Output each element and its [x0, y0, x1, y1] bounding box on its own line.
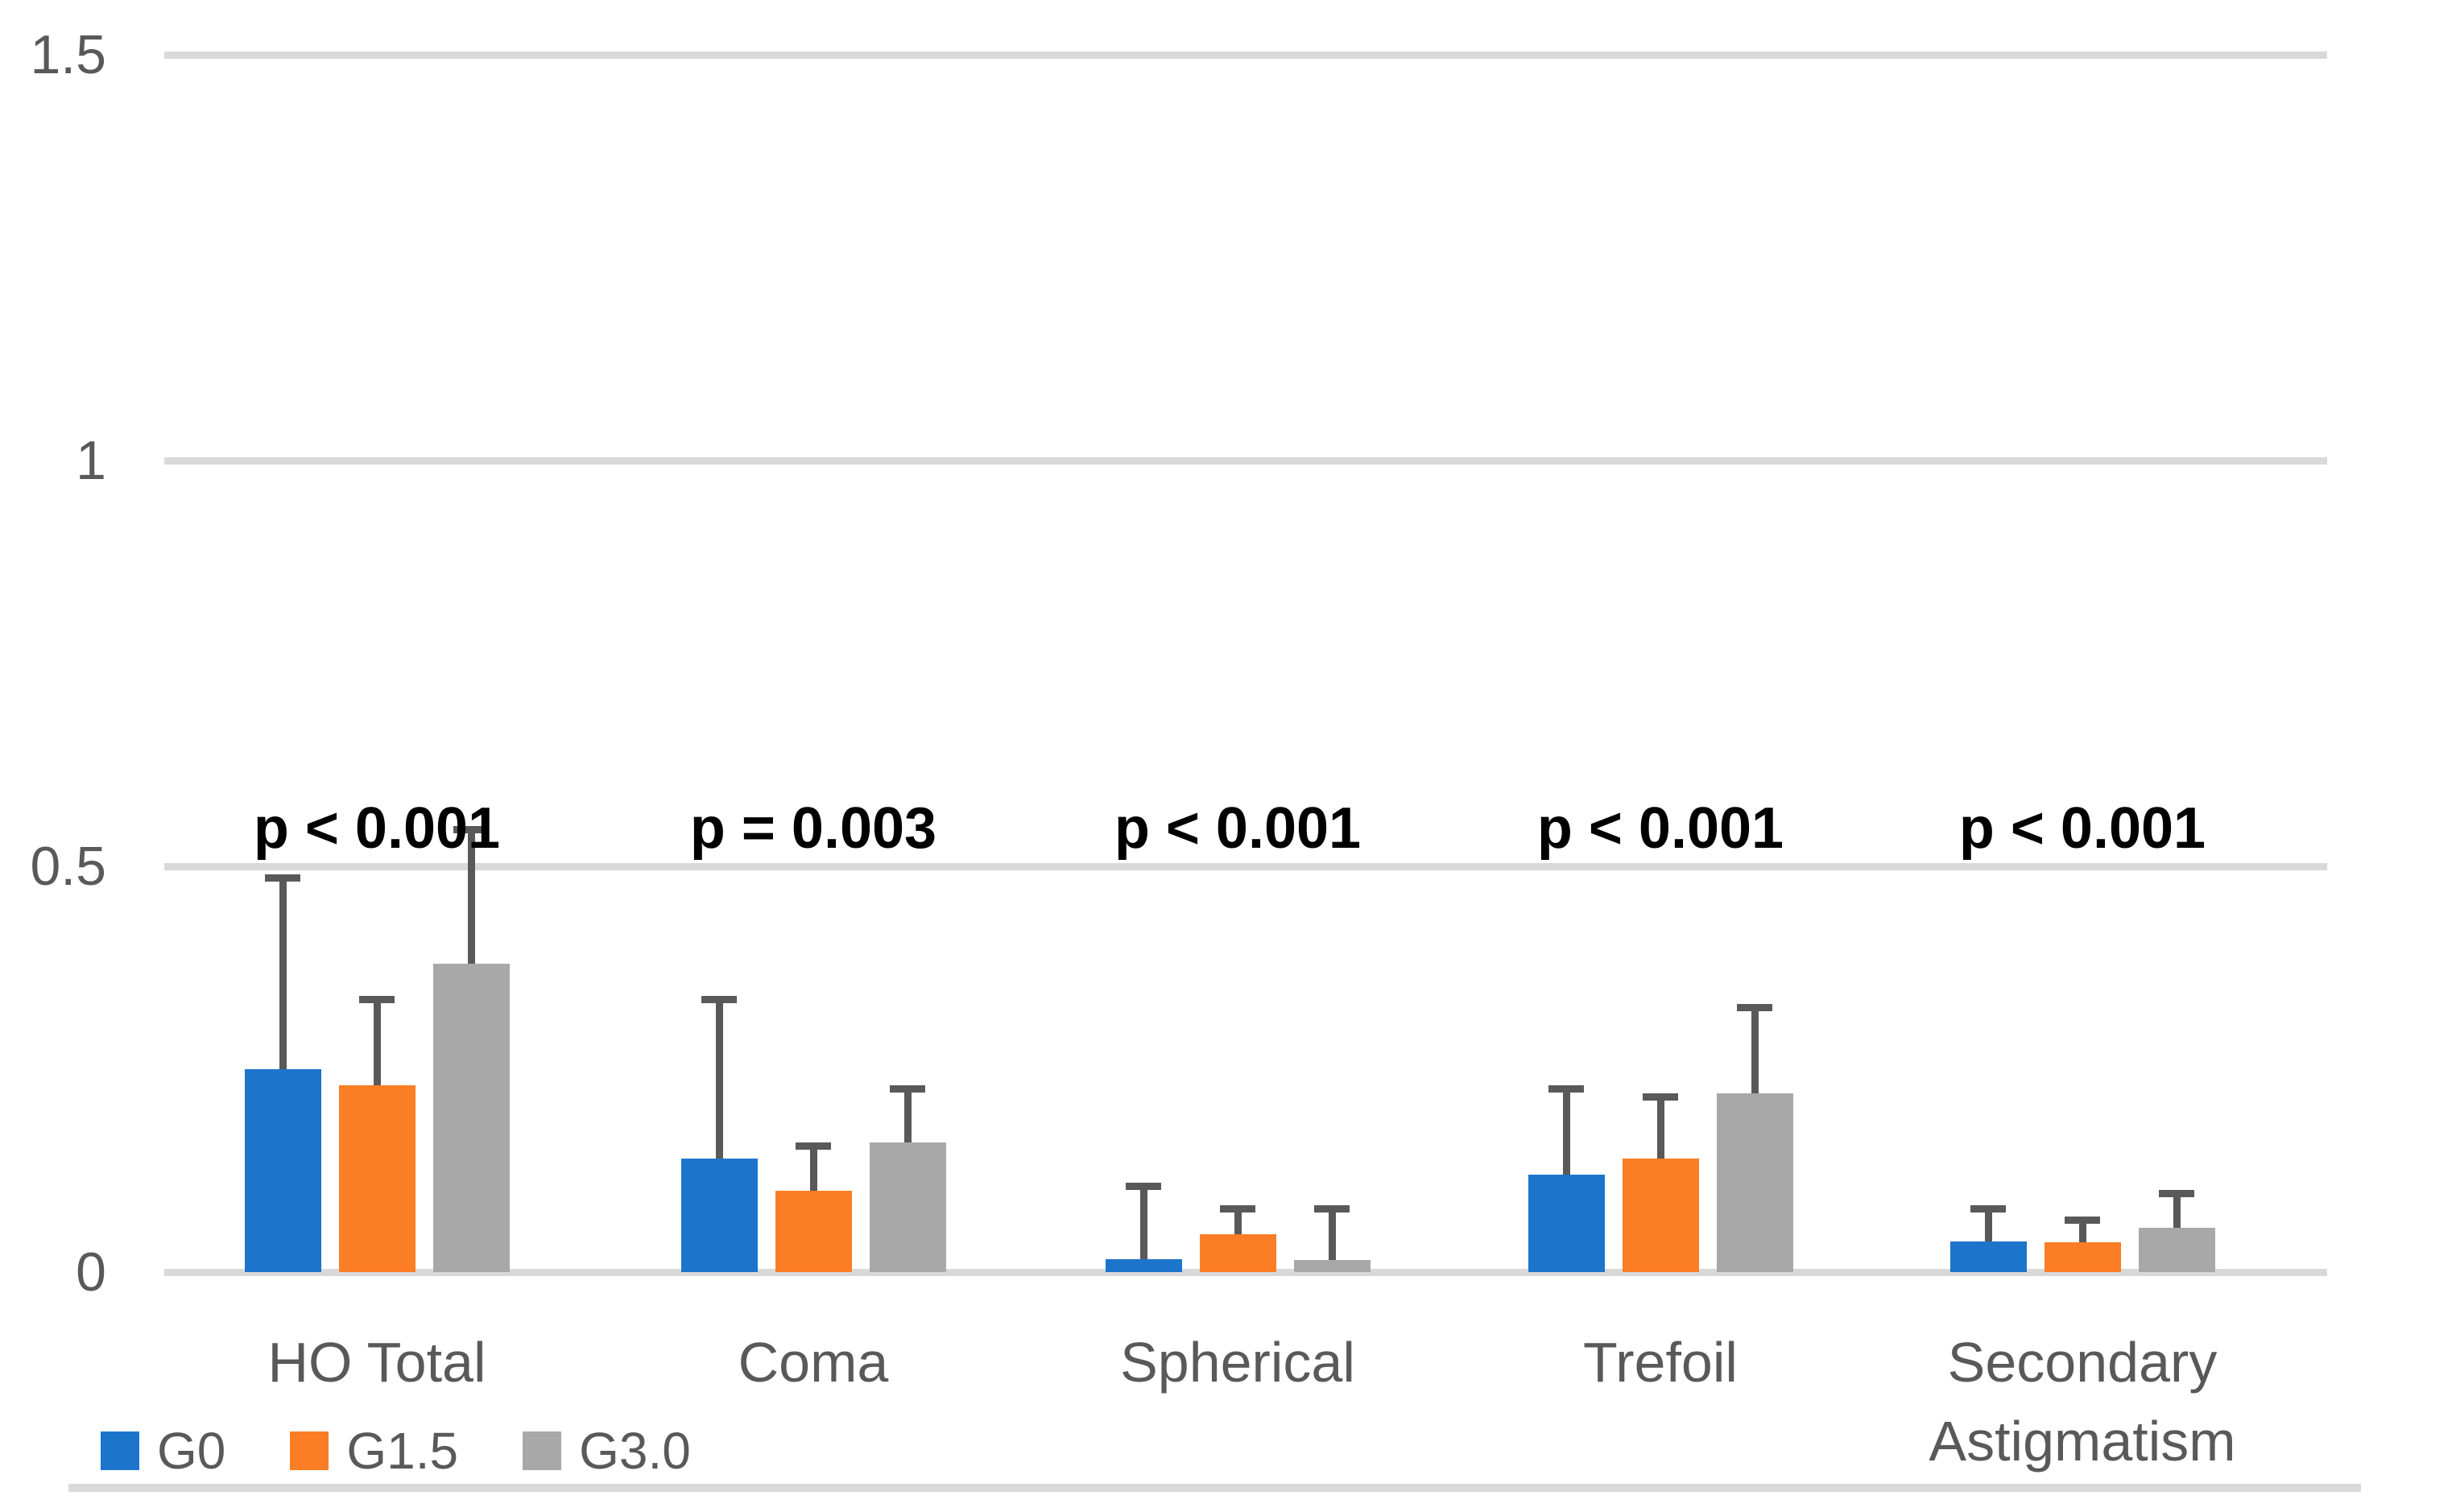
error-bar-cap	[701, 996, 737, 1004]
p-value-label: p < 0.001	[1114, 796, 1362, 861]
chart-bottom-border	[68, 1484, 2361, 1492]
error-bar-cap	[1126, 1183, 1161, 1191]
bar-G1.5-4	[2044, 1241, 2121, 1272]
error-bar-line	[467, 825, 475, 964]
legend-swatch-icon	[523, 1431, 562, 1470]
legend-swatch-icon	[101, 1431, 139, 1470]
legend-item-G1.5: G1.5	[290, 1422, 459, 1480]
error-bar-cap	[1643, 1093, 1678, 1101]
error-bar-line	[1656, 1093, 1664, 1159]
legend-label: G1.5	[346, 1422, 459, 1480]
y-tick-label: 1	[76, 430, 106, 491]
error-bar-cap	[1220, 1205, 1255, 1213]
bar-G1.5-1	[775, 1191, 852, 1272]
error-bar-line	[715, 996, 723, 1159]
gridline	[164, 52, 2327, 59]
p-value-label: p = 0.003	[689, 796, 937, 861]
error-bar-line	[2173, 1190, 2181, 1228]
error-bar-cap	[453, 825, 489, 833]
bar-G1.5-3	[1622, 1158, 1699, 1272]
error-bar-line	[903, 1085, 912, 1142]
error-bar-cap	[2159, 1190, 2194, 1198]
error-bar-cap	[359, 996, 395, 1004]
error-bar-line	[1984, 1205, 1992, 1241]
legend-swatch-icon	[290, 1431, 329, 1470]
error-bar-line	[279, 874, 287, 1069]
p-value-label: p < 0.001	[1536, 796, 1784, 861]
error-bar-line	[1751, 1004, 1759, 1094]
bar-G0-1	[680, 1158, 758, 1272]
gridline	[164, 1269, 2327, 1276]
category-label: Coma	[738, 1331, 889, 1394]
error-bar-line	[1328, 1205, 1336, 1260]
legend-label: G3.0	[579, 1422, 691, 1480]
bar-G1.5-0	[338, 1085, 416, 1272]
error-bar-line	[809, 1142, 817, 1192]
legend-label: G0	[157, 1422, 226, 1480]
bar-G0-4	[1949, 1241, 2027, 1272]
gridline	[164, 457, 2327, 465]
error-bar-line	[1234, 1205, 1242, 1234]
legend-item-G3.0: G3.0	[523, 1422, 691, 1480]
bar-G0-3	[1528, 1175, 1605, 1272]
error-bar-cap	[890, 1085, 925, 1093]
y-tick-label: 0	[76, 1241, 106, 1303]
category-label: Trefoil	[1583, 1331, 1738, 1394]
bar-G3.0-2	[1293, 1259, 1371, 1272]
bar-G0-0	[244, 1069, 321, 1272]
p-value-label: p < 0.001	[1958, 796, 2206, 861]
error-bar-line	[2078, 1217, 2086, 1242]
error-bar-cap	[1737, 1004, 1772, 1012]
error-bar-cap	[1970, 1205, 2006, 1213]
error-bar-line	[373, 996, 381, 1086]
bar-G3.0-3	[1716, 1093, 1793, 1272]
error-bar-cap	[265, 874, 300, 882]
bar-G3.0-1	[869, 1142, 946, 1272]
category-label: Secondary Astigmatism	[1929, 1331, 2236, 1473]
error-bar-cap	[2065, 1217, 2100, 1225]
error-bar-cap	[1548, 1085, 1584, 1093]
p-value-label: p < 0.001	[253, 796, 501, 861]
legend-item-G0: G0	[101, 1422, 226, 1480]
bar-G3.0-4	[2138, 1227, 2215, 1272]
bar-G0-2	[1105, 1258, 1182, 1272]
gridline	[164, 863, 2327, 870]
bar-G3.0-0	[432, 963, 510, 1272]
bar-G1.5-2	[1199, 1233, 1276, 1272]
y-tick-label: 1.5	[30, 24, 106, 85]
error-bar-line	[1562, 1085, 1570, 1175]
category-label: HO Total	[267, 1331, 486, 1394]
y-tick-label: 0.5	[30, 836, 106, 897]
error-bar-cap	[796, 1142, 831, 1150]
category-label: Spherical	[1120, 1331, 1355, 1394]
legend: G0 G1.5 G3.0	[101, 1422, 691, 1480]
error-bar-cap	[1314, 1205, 1350, 1213]
error-bar-line	[1139, 1183, 1147, 1259]
